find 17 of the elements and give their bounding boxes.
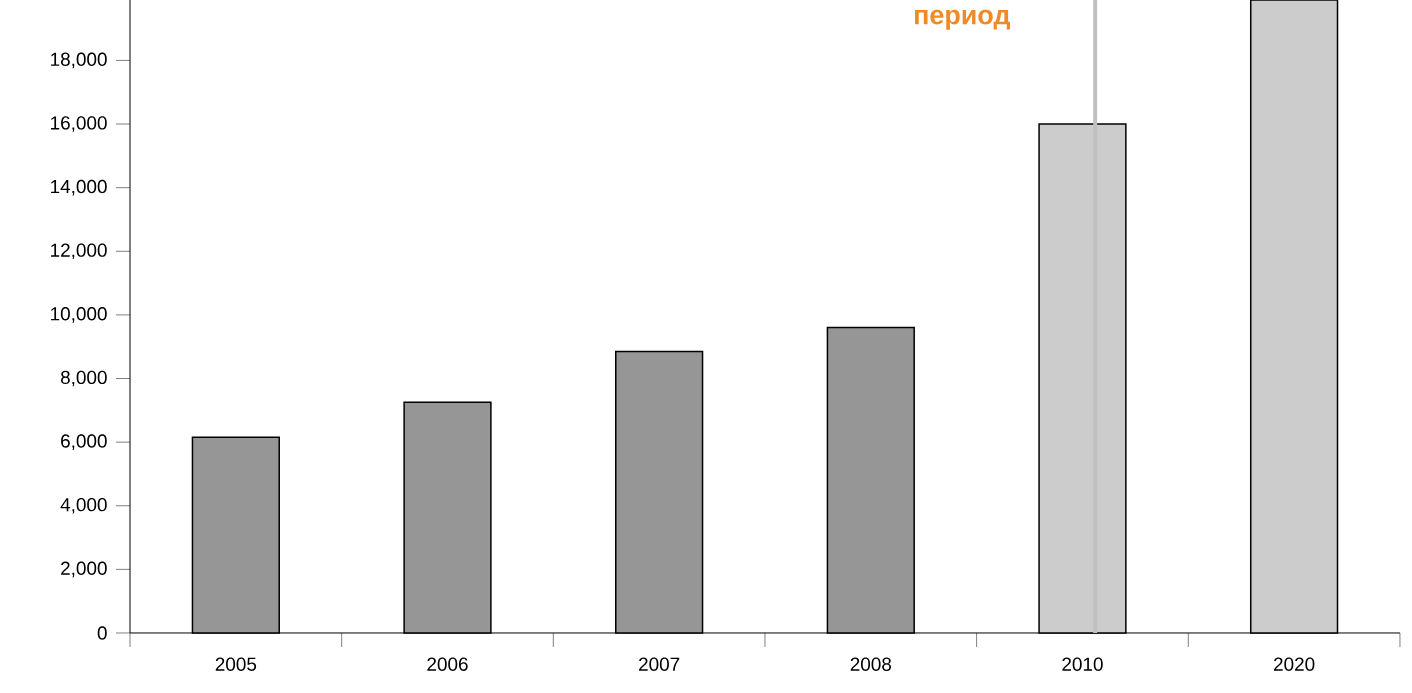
x-tick-label: 2020 bbox=[1274, 657, 1315, 671]
y-tick-label: 8,000 bbox=[60, 370, 107, 387]
y-tick-label: 6,000 bbox=[61, 434, 107, 450]
y-tick-label: 12,000 bbox=[51, 243, 107, 260]
y-tick-label: 14,000 bbox=[51, 179, 107, 196]
x-tick-label: 2006 bbox=[427, 657, 468, 671]
x-tick-label: 2010 bbox=[1062, 657, 1103, 671]
y-tick-label: 10,000 bbox=[51, 307, 107, 323]
x-tick-label: 2005 bbox=[215, 657, 257, 671]
y-tick-label: 0 bbox=[97, 626, 107, 640]
annotation: период bbox=[915, 9, 1010, 30]
y-tick-label: 16,000 bbox=[51, 116, 107, 132]
x-tick-label: 2008 bbox=[850, 657, 892, 671]
x-tick-label: 2007 bbox=[639, 657, 680, 671]
y-tick-label: 4,000 bbox=[60, 497, 107, 514]
y-tick-label: 18,000 bbox=[51, 52, 107, 69]
y-tick-label: 2,000 bbox=[61, 561, 107, 578]
